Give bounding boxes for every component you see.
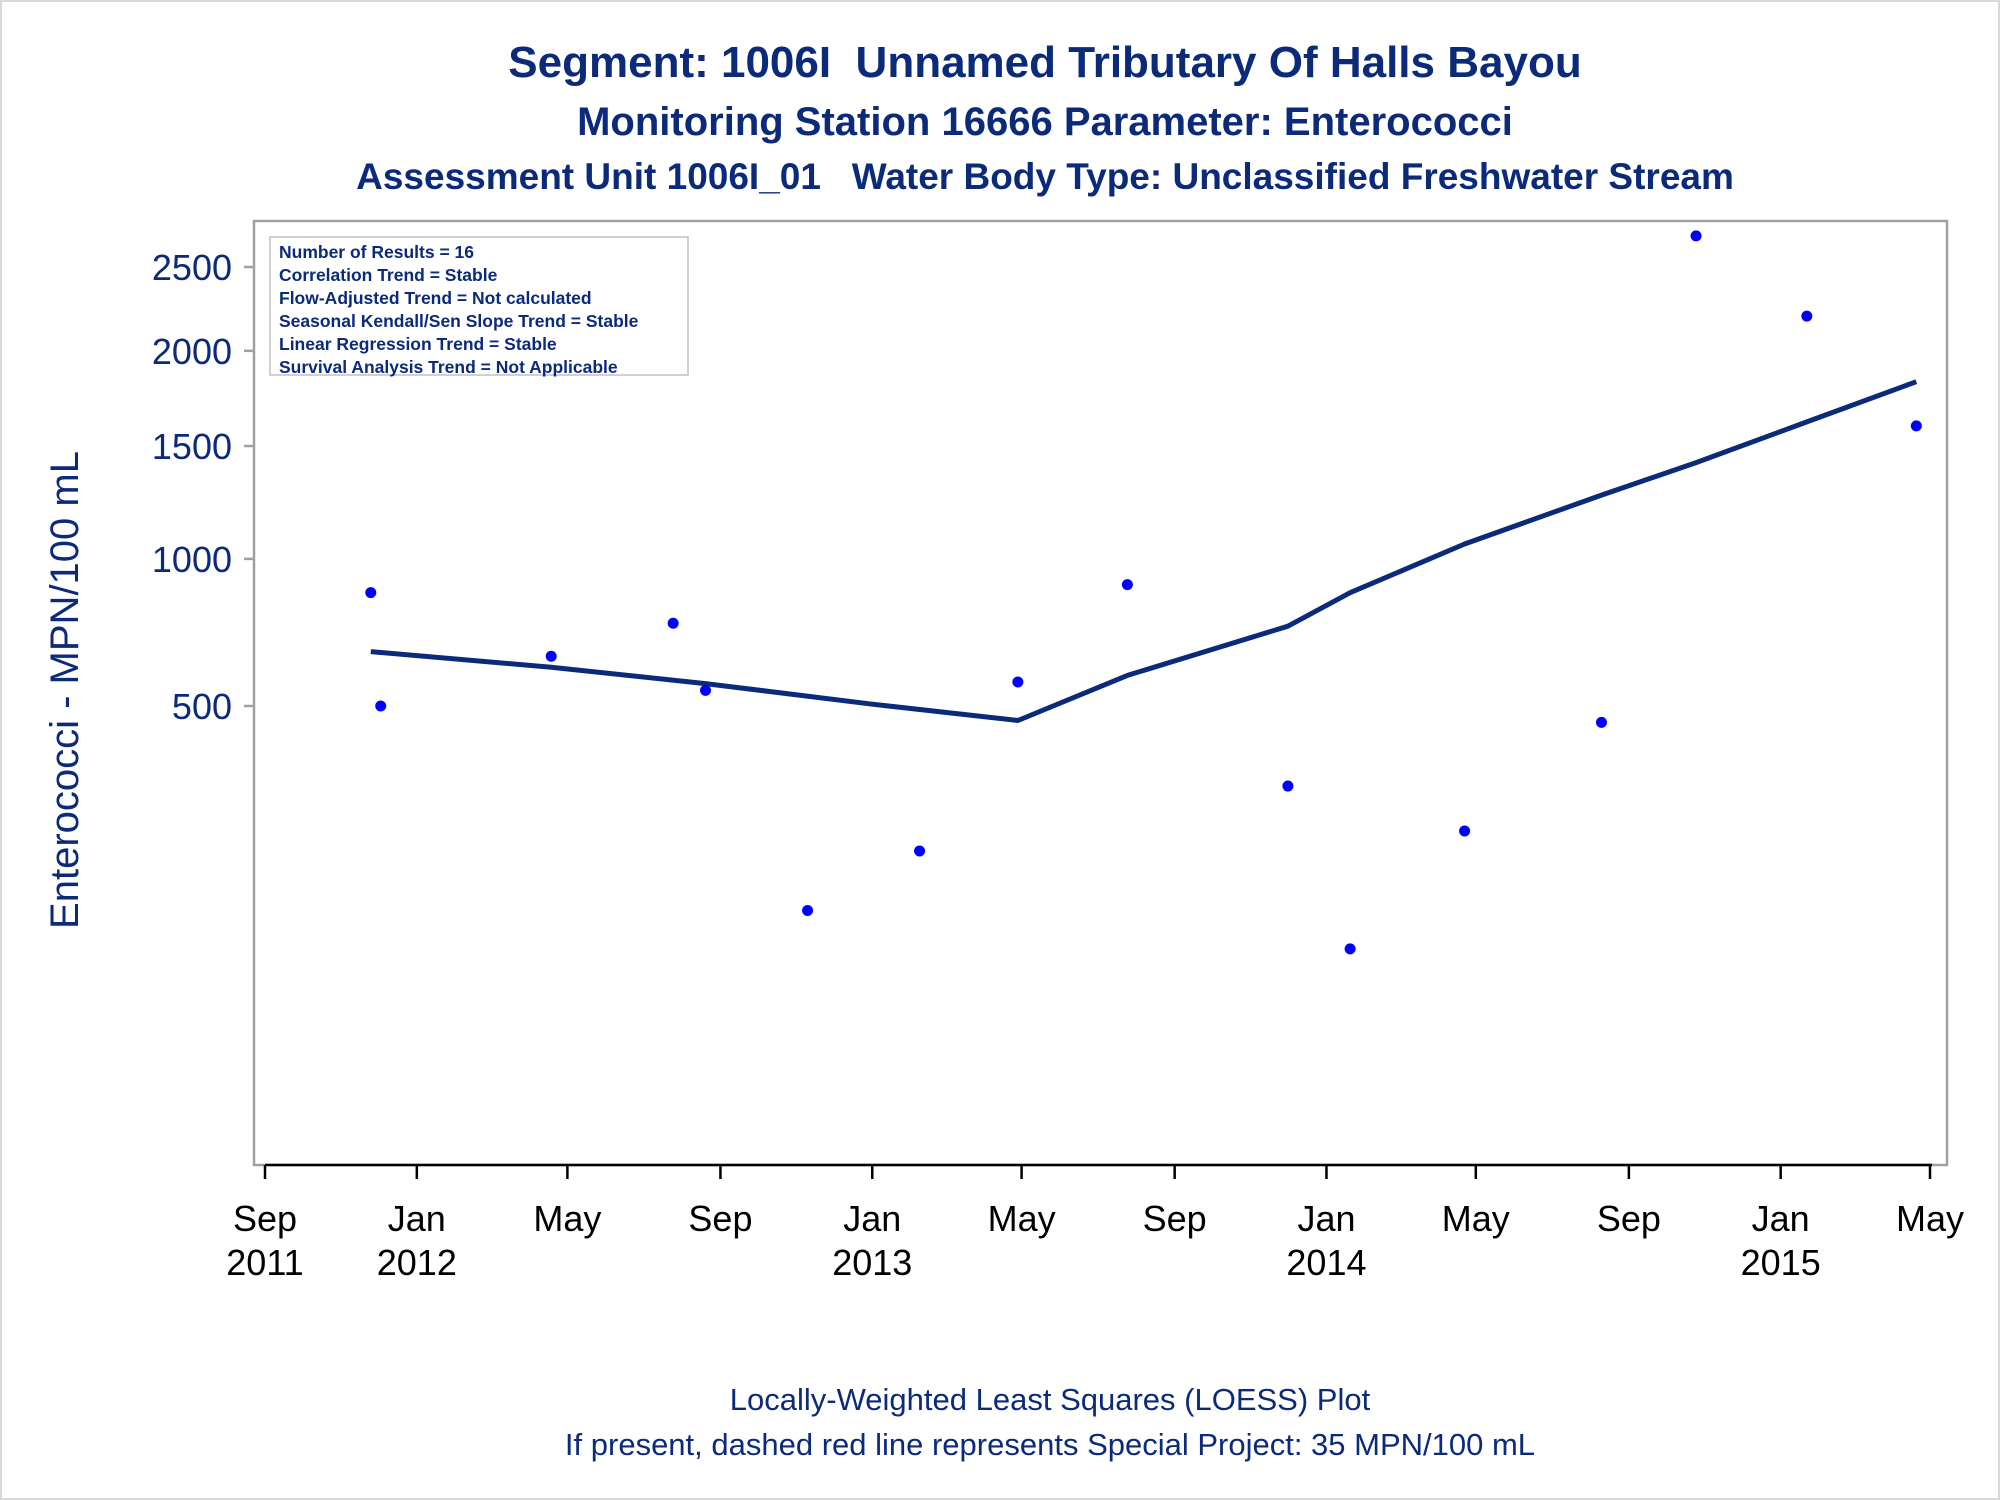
- data-point: [365, 587, 377, 599]
- data-point: [1121, 579, 1133, 591]
- y-tick-label: 1500: [152, 426, 232, 467]
- loess-line: [370, 379, 1918, 723]
- y-axis: 500 1000 1500 2000 2500: [152, 247, 254, 727]
- x-tick-label: May: [988, 1198, 1056, 1239]
- data-point: [1012, 676, 1024, 688]
- data-point: [667, 617, 679, 629]
- x-tick-year-label: 2013: [832, 1242, 912, 1283]
- data-points: [365, 230, 1922, 955]
- y-tick-label: 1000: [152, 539, 232, 580]
- data-point: [545, 650, 557, 662]
- x-tick-label: Sep: [1597, 1198, 1661, 1239]
- y-tick-label: 500: [172, 686, 232, 727]
- chart-subtitle-station: Monitoring Station 16666 Parameter: Ente…: [577, 100, 1513, 144]
- stat-flow-adjusted-trend: Flow-Adjusted Trend = Not calculated: [279, 288, 592, 308]
- data-point: [1459, 825, 1471, 837]
- stat-survival-analysis-trend: Survival Analysis Trend = Not Applicable: [279, 357, 618, 377]
- x-tick-year-label: 2012: [377, 1242, 457, 1283]
- x-tick-label: May: [533, 1198, 601, 1239]
- trend-stats-box: Number of Results = 16 Correlation Trend…: [269, 236, 689, 377]
- chart-subtitle-assessment: Assessment Unit 1006I_01 Water Body Type…: [356, 156, 1734, 197]
- data-point: [1801, 310, 1813, 322]
- stat-linear-regression-trend: Linear Regression Trend = Stable: [279, 334, 557, 354]
- x-tick-label: May: [1896, 1198, 1964, 1239]
- stat-seasonal-kendall-trend: Seasonal Kendall/Sen Slope Trend = Stabl…: [279, 311, 639, 331]
- data-point: [1344, 943, 1356, 955]
- data-point: [700, 684, 712, 696]
- chart-title: Segment: 1006I Unnamed Tributary Of Hall…: [508, 38, 1582, 87]
- data-point: [1910, 420, 1922, 432]
- x-tick-year-label: 2014: [1286, 1242, 1366, 1283]
- x-tick-label: Jan: [1297, 1198, 1355, 1239]
- x-tick-label: Jan: [388, 1198, 446, 1239]
- footer-plot-type: Locally-Weighted Least Squares (LOESS) P…: [729, 1382, 1371, 1417]
- y-tick-label: 2500: [152, 247, 232, 288]
- data-point: [1282, 780, 1294, 792]
- x-tick-label: Jan: [1752, 1198, 1810, 1239]
- data-point: [375, 700, 387, 712]
- x-tick-label: May: [1442, 1198, 1510, 1239]
- stat-correlation-trend: Correlation Trend = Stable: [279, 265, 498, 285]
- data-point: [802, 904, 814, 916]
- x-tick-label: Sep: [688, 1198, 752, 1239]
- x-tick-year-label: 2011: [226, 1242, 303, 1283]
- data-point: [914, 845, 926, 857]
- x-tick-year-label: 2015: [1741, 1242, 1821, 1283]
- stat-number-of-results: Number of Results = 16: [279, 242, 474, 262]
- x-tick-label: Sep: [1143, 1198, 1207, 1239]
- footer-special-project-note: If present, dashed red line represents S…: [564, 1427, 1536, 1462]
- x-tick-label: Jan: [843, 1198, 901, 1239]
- data-point: [1690, 230, 1702, 242]
- data-point: [1595, 716, 1607, 728]
- x-tick-label: Sep: [233, 1198, 297, 1239]
- y-tick-label: 2000: [152, 331, 232, 372]
- y-axis-label: Enterococci - MPN/100 mL: [43, 451, 87, 929]
